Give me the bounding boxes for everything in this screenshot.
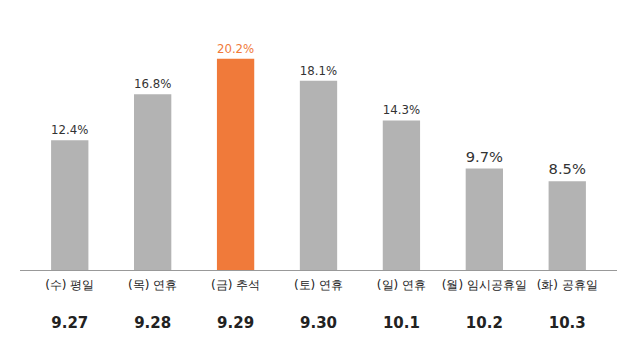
svg-text:(월) 임시공휴일10.2: (월) 임시공휴일10.2: [442, 278, 527, 332]
svg-text:8.5%: 8.5%: [549, 160, 586, 177]
svg-text:(일) 연휴10.1: (일) 연휴10.1: [377, 278, 426, 332]
svg-text:(금) 추석9.29: (금) 추석9.29: [211, 278, 260, 332]
svg-text:16.8%: 16.8%: [134, 77, 171, 91]
svg-text:18.1%: 18.1%: [300, 64, 337, 78]
svg-text:20.2%: 20.2%: [217, 42, 254, 56]
svg-text:9.7%: 9.7%: [466, 148, 503, 165]
svg-text:(토) 연휴9.30: (토) 연휴9.30: [294, 278, 343, 332]
svg-text:14.3%: 14.3%: [383, 103, 420, 117]
svg-text:(목) 연휴9.28: (목) 연휴9.28: [128, 278, 177, 332]
svg-text:(화) 공휴일10.3: (화) 공휴일10.3: [537, 278, 598, 332]
svg-text:12.4%: 12.4%: [51, 123, 88, 137]
svg-text:(수) 평일9.27: (수) 평일9.27: [45, 278, 94, 332]
